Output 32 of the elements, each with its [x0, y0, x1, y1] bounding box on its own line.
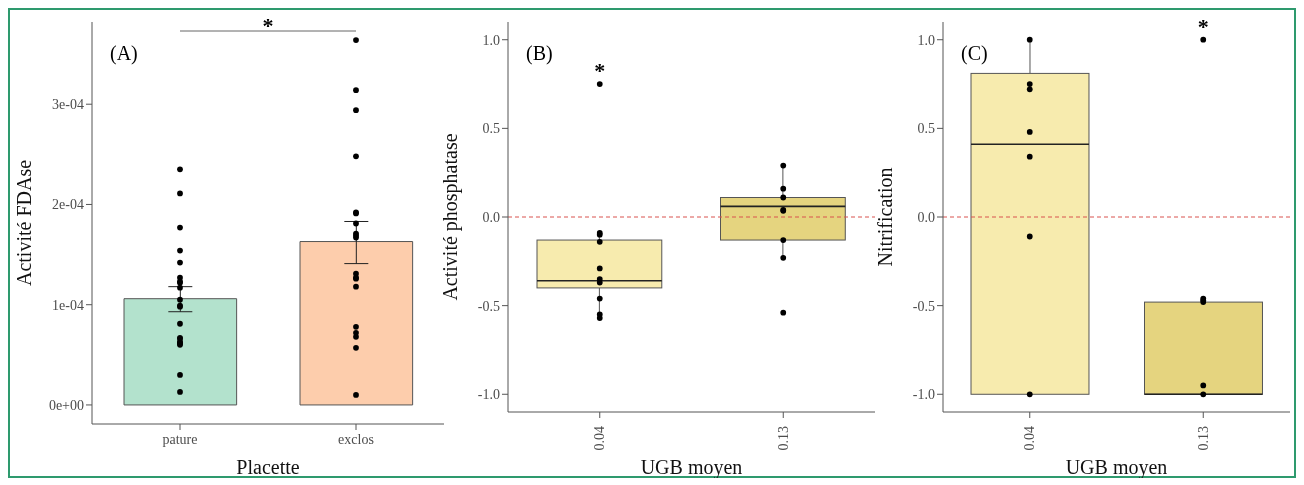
y-tick-label: 0.0	[482, 209, 500, 225]
x-tick-label: exclos	[338, 432, 374, 447]
y-tick-label: 0.0	[917, 209, 935, 225]
x-tick-label: 0.04	[592, 426, 608, 451]
annotation: *	[594, 58, 606, 84]
annotation: (B)	[526, 42, 553, 65]
y-tick-label: 0.5	[917, 121, 935, 137]
y-tick-label: 1.0	[482, 32, 500, 48]
x-axis-title: Placette	[236, 456, 300, 478]
x-axis-title: UGB moyen	[1065, 456, 1168, 479]
y-tick-label: 3e-04	[52, 97, 84, 113]
y-axis-title: Nitrification	[874, 167, 897, 267]
y-tick-label: 1e-04	[52, 297, 84, 313]
y-tick-label: 0.5	[482, 121, 500, 137]
annotation: (A)	[110, 42, 138, 65]
x-tick-label: 0.13	[775, 426, 791, 451]
y-axis-title: Activité FDAse	[13, 159, 36, 287]
x-tick-label: 0.13	[1195, 426, 1211, 451]
y-tick-label: 2e-04	[52, 197, 84, 213]
x-tick-label: 0.04	[1022, 426, 1038, 451]
y-axis-title: Activité phosphatase	[439, 133, 463, 301]
y-tick-label: -0.5	[912, 298, 935, 314]
annotation: *	[262, 13, 274, 38]
y-tick-label: 1.0	[917, 32, 935, 48]
annotation: (C)	[961, 42, 988, 65]
annotation: *	[1197, 13, 1209, 39]
x-axis-title: UGB moyen	[640, 456, 743, 479]
y-tick-label: -1.0	[912, 387, 935, 403]
y-tick-label: -1.0	[477, 387, 500, 403]
y-tick-label: 0e+00	[48, 397, 84, 413]
x-tick-label: pature	[162, 432, 198, 447]
y-tick-label: -0.5	[477, 298, 500, 314]
